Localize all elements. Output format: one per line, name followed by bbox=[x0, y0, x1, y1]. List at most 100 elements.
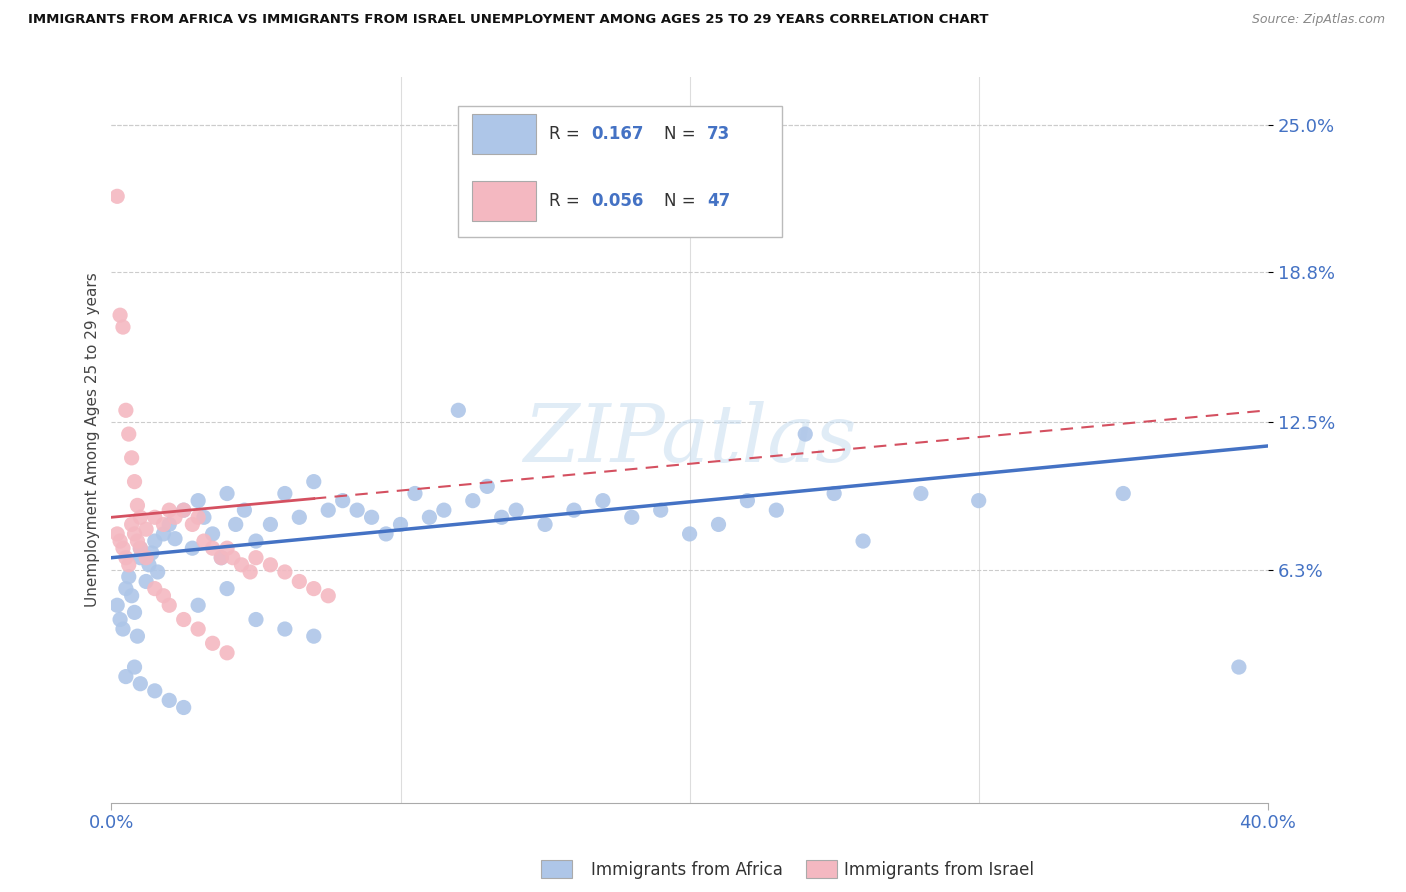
Point bbox=[143, 510, 166, 524]
Point bbox=[375, 527, 398, 541]
Text: 0.167: 0.167 bbox=[592, 125, 644, 143]
Point bbox=[143, 683, 166, 698]
Text: 73: 73 bbox=[707, 125, 730, 143]
Point bbox=[173, 700, 195, 714]
Point bbox=[108, 613, 131, 627]
Point bbox=[157, 599, 180, 613]
Point bbox=[346, 503, 368, 517]
Point bbox=[124, 660, 146, 674]
Point bbox=[332, 493, 354, 508]
Point bbox=[181, 541, 204, 556]
Point bbox=[124, 475, 146, 489]
Point bbox=[316, 589, 339, 603]
Point bbox=[105, 189, 128, 203]
Point bbox=[143, 534, 166, 549]
Point bbox=[173, 613, 195, 627]
Point bbox=[129, 510, 152, 524]
Point bbox=[302, 475, 325, 489]
Point bbox=[910, 486, 932, 500]
Point bbox=[433, 503, 456, 517]
Point bbox=[105, 599, 128, 613]
Point bbox=[115, 582, 138, 596]
Point bbox=[233, 503, 256, 517]
Point bbox=[461, 493, 484, 508]
Text: N =: N = bbox=[664, 125, 702, 143]
Text: 0.056: 0.056 bbox=[592, 192, 644, 211]
Point bbox=[121, 589, 143, 603]
Point bbox=[111, 320, 134, 334]
Point bbox=[187, 622, 209, 636]
Point bbox=[118, 558, 141, 572]
Point bbox=[201, 636, 224, 650]
Point bbox=[418, 510, 440, 524]
Point bbox=[108, 308, 131, 322]
Point bbox=[592, 493, 614, 508]
Point bbox=[201, 541, 224, 556]
Point bbox=[173, 503, 195, 517]
FancyBboxPatch shape bbox=[458, 106, 782, 237]
Point bbox=[127, 499, 149, 513]
Point bbox=[115, 670, 138, 684]
Text: Immigrants from Africa: Immigrants from Africa bbox=[591, 861, 782, 879]
Point bbox=[852, 534, 875, 549]
Point bbox=[259, 517, 281, 532]
Point bbox=[650, 503, 672, 517]
Point bbox=[135, 574, 157, 589]
Point bbox=[302, 582, 325, 596]
Point bbox=[138, 558, 160, 572]
Point bbox=[215, 541, 238, 556]
Point bbox=[534, 517, 557, 532]
Point bbox=[274, 486, 297, 500]
Point bbox=[187, 510, 209, 524]
Point bbox=[678, 527, 700, 541]
Point bbox=[360, 510, 382, 524]
Point bbox=[1227, 660, 1250, 674]
Point bbox=[187, 599, 209, 613]
Point bbox=[181, 517, 204, 532]
Point bbox=[259, 558, 281, 572]
Point bbox=[737, 493, 759, 508]
Point bbox=[127, 629, 149, 643]
Point bbox=[562, 503, 585, 517]
Point bbox=[245, 613, 267, 627]
Point bbox=[620, 510, 643, 524]
Point bbox=[222, 550, 245, 565]
Point bbox=[157, 693, 180, 707]
Point bbox=[209, 550, 232, 565]
Point bbox=[823, 486, 845, 500]
Point bbox=[129, 550, 152, 565]
Point bbox=[215, 486, 238, 500]
Point bbox=[967, 493, 990, 508]
Point bbox=[316, 503, 339, 517]
Point bbox=[135, 550, 157, 565]
Point bbox=[389, 517, 412, 532]
Point bbox=[157, 517, 180, 532]
Point bbox=[111, 622, 134, 636]
Point bbox=[146, 565, 169, 579]
Text: ZIPatlas: ZIPatlas bbox=[523, 401, 856, 479]
Point bbox=[124, 606, 146, 620]
Point bbox=[193, 510, 215, 524]
Point bbox=[121, 517, 143, 532]
Point bbox=[274, 565, 297, 579]
Point bbox=[152, 589, 174, 603]
Text: 47: 47 bbox=[707, 192, 730, 211]
Text: R =: R = bbox=[548, 125, 585, 143]
Text: R =: R = bbox=[548, 192, 585, 211]
Point bbox=[124, 527, 146, 541]
Point bbox=[225, 517, 247, 532]
Point bbox=[127, 534, 149, 549]
Point bbox=[215, 646, 238, 660]
Point bbox=[193, 534, 215, 549]
Point bbox=[245, 550, 267, 565]
Bar bbox=[472, 181, 536, 221]
Bar bbox=[472, 113, 536, 153]
Point bbox=[239, 565, 262, 579]
Point bbox=[157, 503, 180, 517]
Point bbox=[173, 503, 195, 517]
Text: IMMIGRANTS FROM AFRICA VS IMMIGRANTS FROM ISRAEL UNEMPLOYMENT AMONG AGES 25 TO 2: IMMIGRANTS FROM AFRICA VS IMMIGRANTS FRO… bbox=[28, 13, 988, 27]
Point bbox=[288, 574, 311, 589]
Point bbox=[209, 550, 232, 565]
Point bbox=[447, 403, 470, 417]
Point bbox=[404, 486, 426, 500]
